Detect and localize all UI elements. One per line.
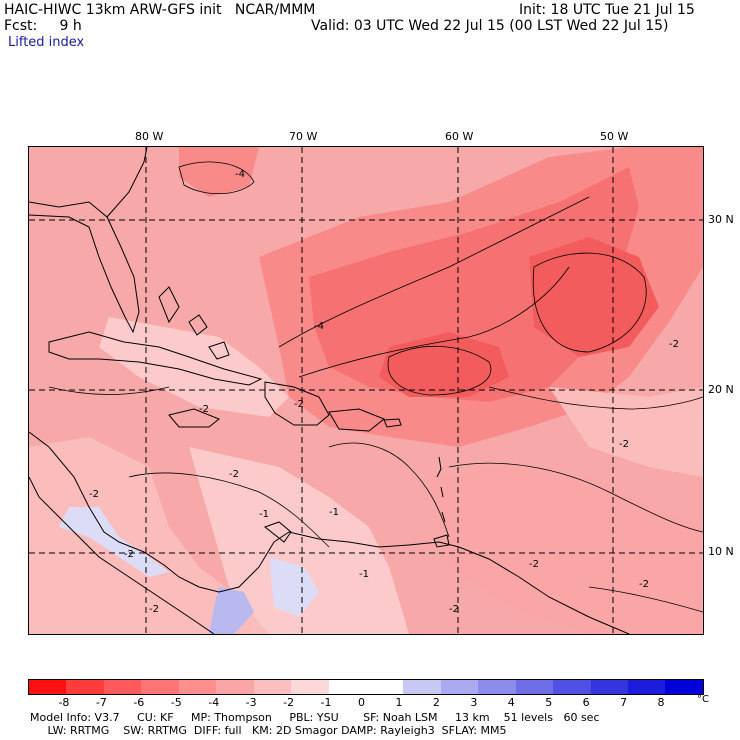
contour-label: -1 xyxy=(329,507,339,518)
colorbar-tick-label: -4 xyxy=(208,696,220,709)
coastlines xyxy=(29,147,630,634)
colorbar-swatch xyxy=(665,680,703,694)
contour-label-group: -4 -4 -2 -2 -2 -2 -2 -2 -2 -1 -1 -1 -2 -… xyxy=(89,169,679,615)
contour-label: -2 xyxy=(529,559,539,570)
colorbar-swatch xyxy=(553,680,591,694)
colorbar-tick-label: 5 xyxy=(545,696,553,709)
colorbar-tick-label: 0 xyxy=(358,696,365,709)
model-info-line2: LW: RRTMG SW: RRTMG DIFF: full KM: 2D Sm… xyxy=(30,724,507,737)
lon-label-60w: 60 W xyxy=(445,130,474,143)
colorbar-tick-label: 6 xyxy=(582,696,590,709)
colorbar-swatch xyxy=(365,680,404,694)
contour-label: -4 xyxy=(235,169,245,180)
colorbar-swatch xyxy=(440,680,479,694)
valid-time: Valid: 03 UTC Wed 22 Jul 15 (00 LST Wed … xyxy=(311,18,669,34)
colorbar-tick-label: 1 xyxy=(395,696,403,709)
colorbar-swatch xyxy=(253,680,292,694)
contour-label: -1 xyxy=(259,509,269,520)
model-title: HAIC-HIWC 13km ARW-GFS init NCAR/MMM xyxy=(4,2,316,18)
lat-label-10n: 10 N xyxy=(708,545,734,558)
init-time: Init: 18 UTC Tue 21 Jul 15 xyxy=(519,2,695,18)
lat-label-20n: 20 N xyxy=(708,383,734,396)
colorbar-swatch xyxy=(66,680,104,694)
colorbar-tick-label: -2 xyxy=(283,696,295,709)
colorbar-swatch xyxy=(403,680,441,694)
colorbar-tick-label: 7 xyxy=(620,696,628,709)
contour-label: -2 xyxy=(449,604,459,615)
colorbar-tick-label: 3 xyxy=(470,696,478,709)
contour-label: -1 xyxy=(359,569,369,580)
colorbar-swatch xyxy=(216,680,254,694)
colorbar-tick-label: 4 xyxy=(507,696,515,709)
contour-label: -2 xyxy=(619,439,629,450)
field-shading xyxy=(29,147,703,634)
lon-label-70w: 70 W xyxy=(289,130,318,143)
colorbar-tick-label: 8 xyxy=(657,696,665,709)
contour-label: -2 xyxy=(229,469,239,480)
contour-label: -2 xyxy=(639,579,649,590)
colorbar-swatch xyxy=(29,680,67,694)
forecast-hour: Fcst: 9 h xyxy=(4,18,82,34)
colorbar-swatch xyxy=(590,680,628,694)
colorbar-tick-label: -6 xyxy=(133,696,145,709)
lon-label-80w: 80 W xyxy=(135,130,164,143)
colorbar-unit: °C xyxy=(697,694,709,705)
contour-label: -2 xyxy=(89,489,99,500)
colorbar-swatch xyxy=(103,680,142,694)
colorbar-tick-label: -5 xyxy=(170,696,182,709)
lat-label-30n: 30 N xyxy=(708,213,734,226)
lon-label-50w: 50 W xyxy=(600,130,629,143)
colorbar-swatch xyxy=(628,680,666,694)
colorbar-tick-label: -3 xyxy=(245,696,257,709)
contour-label: -2 xyxy=(149,604,159,615)
colorbar-swatch xyxy=(291,680,329,694)
colorbar-swatch xyxy=(328,680,366,694)
contour-label: -2 xyxy=(294,399,304,410)
colorbar xyxy=(28,679,704,695)
contour-label: -2 xyxy=(124,549,134,560)
contour-label: -4 xyxy=(314,321,324,332)
colorbar-tick-label: -7 xyxy=(95,696,107,709)
colorbar-swatch xyxy=(515,680,554,694)
colorbar-tick-label: -8 xyxy=(58,696,70,709)
colorbar-swatch xyxy=(141,680,179,694)
latlon-grid xyxy=(29,147,703,634)
map-canvas: -4 -4 -2 -2 -2 -2 -2 -2 -2 -1 -1 -1 -2 -… xyxy=(29,147,703,634)
colorbar-swatch xyxy=(178,680,217,694)
colorbar-tick-label: 2 xyxy=(432,696,440,709)
colorbar-swatch xyxy=(478,680,516,694)
contour-label: -2 xyxy=(199,404,209,415)
lifted-index-map: -4 -4 -2 -2 -2 -2 -2 -2 -2 -1 -1 -1 -2 -… xyxy=(28,146,704,635)
contour-label: -2 xyxy=(669,339,679,350)
model-info-line1: Model Info: V3.7 CU: KF MP: Thompson PBL… xyxy=(30,711,600,724)
contour-lines xyxy=(48,161,703,613)
field-name: Lifted index xyxy=(8,35,85,50)
colorbar-tick-label: -1 xyxy=(320,696,332,709)
